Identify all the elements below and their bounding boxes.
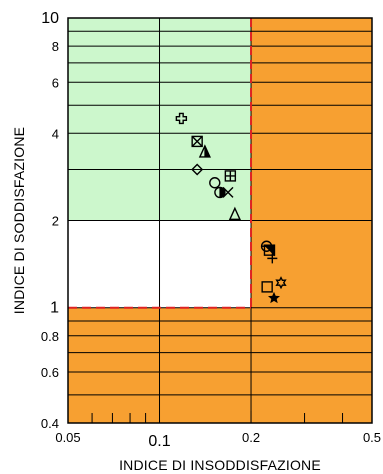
data-point-plus bbox=[267, 253, 278, 264]
data-point-star-filled bbox=[268, 291, 280, 304]
y-tick-label: 10 bbox=[41, 10, 59, 27]
x-tick-label: 0.1 bbox=[148, 433, 170, 450]
y-tick-label: 0.6 bbox=[41, 365, 59, 380]
data-point-x bbox=[222, 186, 234, 198]
data-point-square-x bbox=[191, 135, 203, 148]
data-point-square-half bbox=[263, 244, 276, 257]
data-point-diamond bbox=[191, 163, 204, 176]
y-tick-label: 6 bbox=[52, 75, 59, 90]
plot-frame bbox=[67, 17, 373, 424]
x-tick-label: 0.2 bbox=[242, 430, 260, 445]
y-axis-title: INDICE DI SODDISFAZIONE bbox=[11, 127, 27, 314]
data-point-circle-half bbox=[214, 186, 226, 199]
y-tick-label: 1 bbox=[50, 300, 59, 317]
x-axis-title: INDICE DI INSODDISFAZIONE bbox=[119, 457, 321, 473]
y-tick-label: 0.4 bbox=[41, 416, 59, 431]
y-tick-label: 0.8 bbox=[41, 329, 59, 344]
data-points bbox=[175, 112, 287, 304]
data-point-square bbox=[261, 281, 273, 293]
data-point-square-plus bbox=[224, 170, 237, 182]
data-point-triangle-half bbox=[198, 144, 211, 158]
y-tick-label: 2 bbox=[52, 214, 59, 229]
data-point-plus-bold bbox=[175, 112, 188, 125]
y-tick-label: 8 bbox=[52, 39, 59, 54]
chart-grid bbox=[68, 18, 372, 423]
x-tick-label: 0.5 bbox=[363, 430, 381, 445]
data-point-circle bbox=[209, 177, 221, 189]
x-tick-labels: 0.05 0.1 0.2 0.5 bbox=[55, 430, 381, 450]
data-point-star6 bbox=[275, 276, 287, 290]
y-tick-label: 4 bbox=[52, 126, 59, 141]
data-point-triangle bbox=[228, 206, 241, 221]
x-tick-label: 0.05 bbox=[55, 430, 80, 445]
y-tick-labels: 0.4 0.6 0.8 1 2 4 6 8 10 bbox=[41, 10, 59, 431]
threshold-lines bbox=[68, 18, 253, 309]
axis-ticks bbox=[91, 411, 344, 423]
